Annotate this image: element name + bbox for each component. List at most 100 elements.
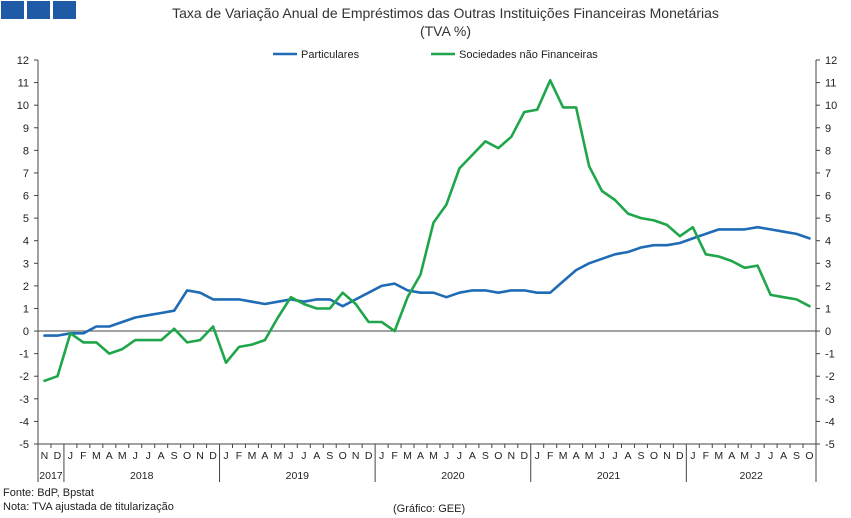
y-tick-label-right: -4 (825, 416, 835, 428)
y-tick-label-right: 5 (825, 213, 831, 225)
year-label: 2019 (286, 470, 310, 482)
month-label: D (365, 450, 373, 462)
series-line-1 (43, 225, 811, 337)
month-label: N (352, 450, 360, 462)
month-label: M (118, 450, 127, 462)
chart-credit: (Gráfico: GEE) (393, 503, 466, 515)
y-tick-label-right: 8 (825, 145, 831, 157)
month-label: O (339, 450, 347, 462)
month-label: D (209, 450, 217, 462)
y-tick-label-left: 1 (23, 303, 29, 315)
y-tick-label-right: -3 (825, 394, 835, 406)
legend-label-1: Particulares (301, 49, 360, 61)
month-label: S (482, 450, 489, 462)
logo-block-3 (53, 1, 76, 19)
month-label: J (68, 450, 73, 462)
month-label: F (391, 450, 397, 462)
y-tick-label-right: -2 (825, 371, 835, 383)
source-note: Fonte: BdP, Bpstat (3, 487, 94, 499)
month-label: J (768, 450, 773, 462)
y-tick-label-right: 6 (825, 191, 831, 203)
y-tick-label-left: -5 (19, 439, 29, 451)
month-label: A (106, 450, 113, 462)
month-label: J (288, 450, 293, 462)
month-label: F (236, 450, 242, 462)
y-tick-label-left: 11 (18, 78, 29, 90)
year-label: 2022 (739, 470, 763, 482)
y-tick-label-left: 7 (23, 168, 29, 180)
month-label: F (703, 450, 709, 462)
y-tick-label-left: 10 (17, 100, 29, 112)
month-label: J (535, 450, 540, 462)
y-tick-label-right: 12 (825, 55, 837, 67)
month-label: M (274, 450, 283, 462)
month-label: J (379, 450, 384, 462)
month-label: D (520, 450, 528, 462)
month-label: F (547, 450, 553, 462)
month-label: D (676, 450, 684, 462)
month-label: M (248, 450, 257, 462)
month-label: N (507, 450, 515, 462)
y-tick-label-left: -1 (19, 349, 29, 361)
month-label: M (429, 450, 438, 462)
y-tick-label-left: -4 (19, 416, 29, 428)
month-label: S (793, 450, 800, 462)
logo (1, 1, 76, 19)
month-label: J (612, 450, 617, 462)
y-tick-label-right: 11 (825, 78, 836, 90)
year-label: 2021 (597, 470, 621, 482)
y-tick-label-left: 5 (23, 213, 29, 225)
month-label: A (417, 450, 424, 462)
month-label: A (469, 450, 476, 462)
y-tick-label-right: 4 (825, 236, 831, 248)
month-label: M (714, 450, 723, 462)
y-tick-label-left: 2 (23, 281, 29, 293)
chart-subtitle: (TVA %) (419, 23, 472, 39)
y-tick-label-left: 0 (23, 326, 29, 338)
month-label: A (573, 450, 580, 462)
y-tick-label-left: 12 (17, 55, 29, 67)
month-label: A (728, 450, 735, 462)
month-label: O (650, 450, 658, 462)
year-label: 2020 (441, 470, 465, 482)
month-label: J (133, 450, 138, 462)
y-tick-label-right: 2 (825, 281, 831, 293)
month-label: O (805, 450, 813, 462)
y-tick-label-right: 1 (825, 303, 831, 315)
month-label: O (183, 450, 191, 462)
y-tick-label-right: 9 (825, 123, 831, 135)
month-label: F (80, 450, 86, 462)
month-label: A (624, 450, 631, 462)
year-label: 2018 (130, 470, 154, 482)
month-label: S (326, 450, 333, 462)
y-tick-label-left: 4 (23, 236, 29, 248)
month-label: J (755, 450, 760, 462)
y-tick-label-left: -3 (19, 394, 29, 406)
legend-label-2: Sociedades não Financeiras (459, 49, 598, 61)
month-label: M (559, 450, 568, 462)
logo-block-1 (1, 1, 24, 19)
month-label: J (223, 450, 228, 462)
y-tick-label-left: -2 (19, 371, 29, 383)
series-line-2 (43, 79, 811, 383)
month-label: J (457, 450, 462, 462)
y-tick-label-right: 10 (825, 100, 837, 112)
month-label: J (444, 450, 449, 462)
y-tick-label-right: 0 (825, 326, 831, 338)
logo-block-2 (27, 1, 50, 19)
month-label: A (780, 450, 787, 462)
year-label: 2017 (39, 470, 63, 482)
month-label: A (313, 450, 320, 462)
month-label: J (690, 450, 695, 462)
month-label: M (585, 450, 594, 462)
month-label: O (494, 450, 502, 462)
y-tick-label-left: 3 (23, 258, 29, 270)
month-label: M (740, 450, 749, 462)
month-label: N (196, 450, 204, 462)
y-tick-label-right: -5 (825, 439, 835, 451)
month-label: N (41, 450, 49, 462)
y-tick-label-left: 6 (23, 191, 29, 203)
month-label: N (663, 450, 671, 462)
month-label: A (261, 450, 268, 462)
